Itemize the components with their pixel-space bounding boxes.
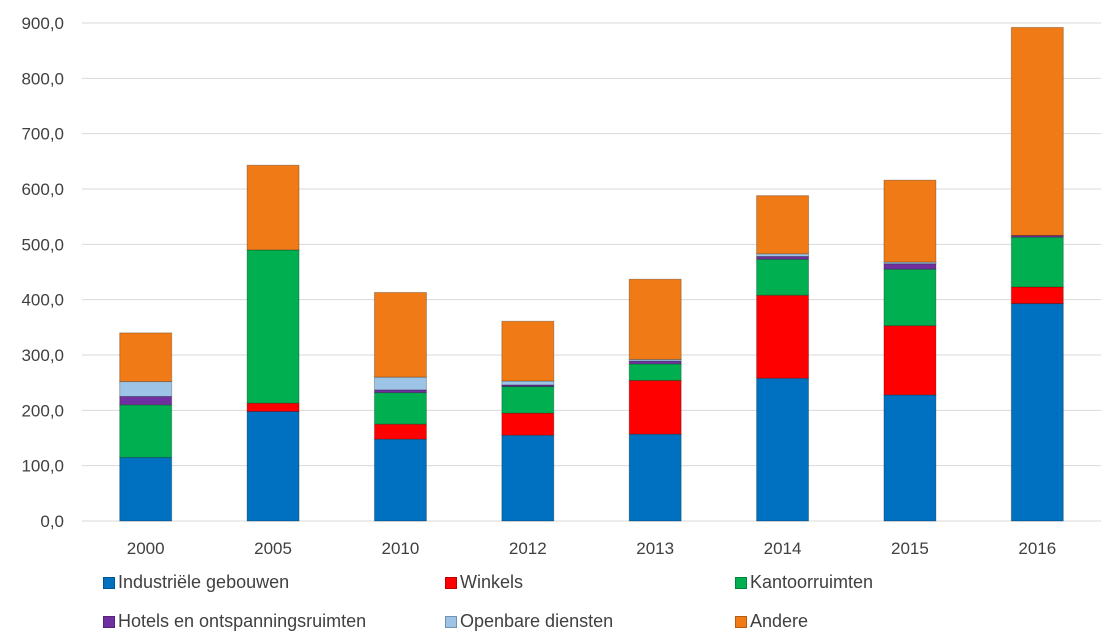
y-tick-label: 500,0 <box>21 235 64 254</box>
y-tick-label: 200,0 <box>21 401 64 420</box>
x-tick-label: 2000 <box>127 539 165 558</box>
bar-segment <box>246 164 300 251</box>
bar-segment <box>883 263 937 270</box>
bar-segment <box>373 423 427 440</box>
bar-segment <box>756 258 810 296</box>
y-axis-ticks: 0,0 100,0 200,0 300,0 400,0 500,0 600,0 700,0 80… <box>21 14 64 531</box>
x-tick-label: 2005 <box>254 539 292 558</box>
x-tick-label: 2013 <box>636 539 674 558</box>
bar-segment <box>628 278 682 360</box>
bars <box>119 26 1064 522</box>
bar-segment <box>501 380 555 386</box>
x-tick-label: 2015 <box>891 539 929 558</box>
bar-segment <box>246 402 300 412</box>
y-tick-label: 0,0 <box>40 512 64 531</box>
bar-segment <box>119 332 173 383</box>
bar-segment <box>501 434 555 522</box>
bar-segment <box>883 325 937 396</box>
bar-segment <box>1010 236 1064 288</box>
bar-segment <box>756 195 810 255</box>
y-tick-label: 400,0 <box>21 291 64 310</box>
bar-segment <box>501 386 555 414</box>
bar-segment <box>119 396 173 406</box>
x-tick-label: 2012 <box>509 539 547 558</box>
bar-segment <box>1010 26 1064 236</box>
bar-segment <box>119 456 173 522</box>
y-tick-label: 900,0 <box>21 14 64 33</box>
x-tick-label: 2014 <box>764 539 802 558</box>
bar-segment <box>756 253 810 258</box>
bar-segment <box>246 410 300 522</box>
bar-segment <box>373 291 427 378</box>
bar-segment <box>756 294 810 379</box>
bar-segment <box>883 179 937 263</box>
bar-segment <box>883 268 937 327</box>
y-tick-label: 600,0 <box>21 180 64 199</box>
bar-segment <box>501 320 555 382</box>
x-tick-label: 2010 <box>382 539 420 558</box>
bar-segment <box>373 376 427 391</box>
bar-segment <box>119 404 173 458</box>
y-tick-label: 300,0 <box>21 346 64 365</box>
bar-segment <box>1010 303 1064 522</box>
gridlines <box>82 22 1101 522</box>
x-axis-ticks: 2000 2005 2010 2012 2013 2014 2015 2016 <box>127 539 1056 558</box>
bar-segment <box>246 249 300 404</box>
y-tick-label: 100,0 <box>21 457 64 476</box>
bar-segment <box>883 394 937 522</box>
bar-segment <box>756 377 810 522</box>
y-tick-label: 800,0 <box>21 69 64 88</box>
bar-segment <box>628 379 682 435</box>
bar-segment <box>373 392 427 425</box>
bar-segment <box>628 363 682 381</box>
bar-segment <box>1010 286 1064 305</box>
bar-segment <box>373 438 427 522</box>
bar-segment <box>501 384 555 388</box>
bar-segment <box>628 433 682 522</box>
x-tick-label: 2016 <box>1018 539 1056 558</box>
y-tick-label: 700,0 <box>21 125 64 144</box>
bar-segment <box>501 412 555 436</box>
bar-segment <box>119 381 173 397</box>
